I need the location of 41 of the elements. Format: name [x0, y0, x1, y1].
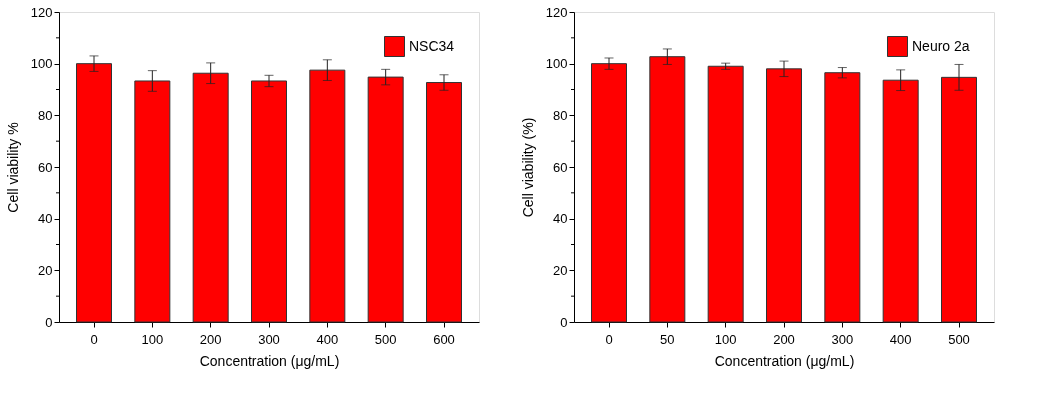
x-tick-label: 400 [889, 331, 912, 347]
x-tick-label: 300 [258, 331, 280, 347]
y-axis-title: Cell viability (%) [519, 117, 536, 218]
legend-label: NSC34 [409, 37, 455, 54]
x-tick-label: 300 [831, 331, 854, 347]
bar [426, 82, 462, 323]
y-tick-label: 100 [545, 56, 568, 72]
y-tick-label: 80 [38, 107, 53, 123]
y-tick-label: 60 [553, 159, 568, 175]
x-tick-label: 0 [605, 331, 613, 347]
y-tick-label: 80 [553, 107, 568, 123]
x-axis-title: Concentration (μg/mL) [199, 352, 340, 369]
x-tick-label: 100 [714, 331, 737, 347]
y-axis-title: Cell viability % [4, 122, 21, 213]
bar [251, 80, 287, 323]
bar [134, 80, 171, 323]
legend-label: Neuro 2a [912, 37, 970, 54]
x-tick-label: 100 [141, 331, 164, 347]
bar [309, 69, 346, 323]
x-axis-title: Concentration (μg/mL) [714, 352, 855, 369]
y-tick-label: 0 [45, 314, 53, 330]
x-tick-label: 200 [199, 331, 222, 347]
bar [76, 63, 112, 323]
x-tick-label: 0 [90, 331, 98, 347]
x-tick-label: 500 [374, 331, 397, 347]
x-tick-label: 50 [660, 331, 675, 347]
bar [192, 72, 229, 323]
x-tick-label: 600 [433, 331, 455, 347]
bar [367, 76, 404, 323]
y-tick-label: 120 [30, 4, 53, 20]
y-tick-label: 40 [38, 211, 53, 227]
x-tick-label: 500 [948, 331, 970, 347]
y-tick-label: 60 [38, 159, 53, 175]
y-tick-label: 0 [560, 314, 568, 330]
y-tick-label: 40 [553, 211, 568, 227]
x-tick-label: 400 [316, 331, 339, 347]
y-tick-label: 20 [38, 262, 53, 278]
y-tick-label: 20 [553, 262, 568, 278]
y-tick-label: 100 [30, 56, 53, 72]
y-tick-label: 120 [545, 4, 568, 20]
x-tick-label: 200 [773, 331, 795, 347]
